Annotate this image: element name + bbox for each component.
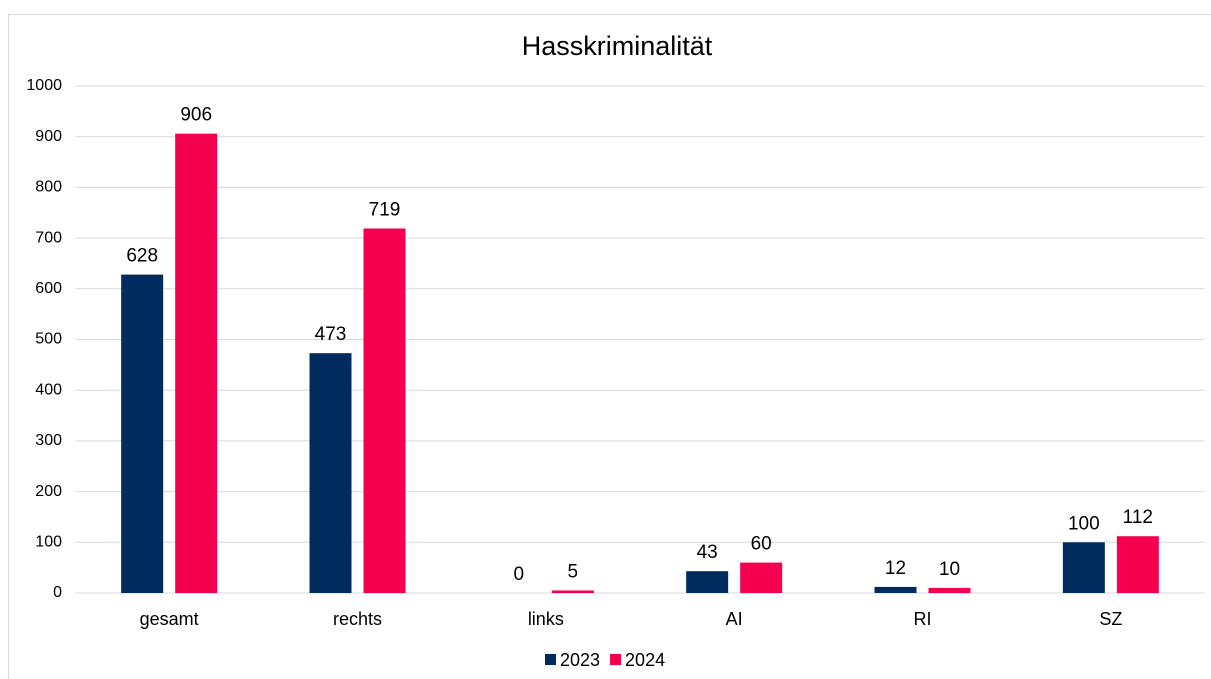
y-tick-label: 1000 (26, 77, 62, 94)
y-tick-label: 800 (35, 179, 62, 196)
bar (1116, 536, 1159, 593)
bar (874, 586, 917, 593)
data-label: 10 (939, 559, 960, 580)
data-label: 43 (697, 542, 718, 563)
y-tick-label: 300 (35, 432, 62, 449)
bar (740, 562, 783, 593)
y-tick-label: 0 (53, 584, 62, 601)
y-tick-label: 600 (35, 280, 62, 297)
x-tick-label: rechts (333, 609, 382, 629)
bar (551, 590, 594, 593)
legend-label: 2024 (625, 650, 665, 670)
y-tick-label: 900 (35, 128, 62, 145)
chart-frame (8, 14, 1211, 679)
x-tick-label: RI (914, 609, 932, 629)
bar (686, 571, 729, 593)
legend-swatch (610, 654, 622, 665)
data-label: 5 (568, 561, 579, 582)
x-tick-label: links (528, 609, 564, 629)
data-label: 12 (885, 558, 906, 579)
data-label: 112 (1123, 507, 1153, 528)
data-label: 719 (369, 199, 401, 220)
bar (121, 274, 164, 593)
data-label: 906 (180, 105, 212, 126)
y-tick-label: 700 (35, 229, 62, 246)
x-tick-label: SZ (1099, 609, 1122, 629)
data-label: 60 (751, 534, 772, 555)
y-tick-label: 400 (35, 381, 62, 398)
data-label: 628 (126, 246, 158, 267)
bar (1062, 542, 1105, 593)
data-label: 473 (315, 324, 347, 345)
bar (309, 353, 352, 593)
y-tick-label: 200 (35, 483, 62, 500)
x-tick-label: gesamt (140, 609, 199, 629)
y-tick-label: 500 (35, 331, 62, 348)
legend-swatch (545, 654, 556, 665)
data-label: 0 (514, 564, 525, 585)
chart-title: Hasskriminalität (522, 31, 713, 61)
data-label: 100 (1068, 513, 1100, 534)
bar (363, 228, 406, 594)
legend-label: 2023 (560, 650, 600, 670)
bar (175, 133, 218, 593)
x-tick-label: AI (726, 609, 743, 629)
bar (928, 587, 971, 593)
y-tick-label: 100 (35, 534, 62, 551)
